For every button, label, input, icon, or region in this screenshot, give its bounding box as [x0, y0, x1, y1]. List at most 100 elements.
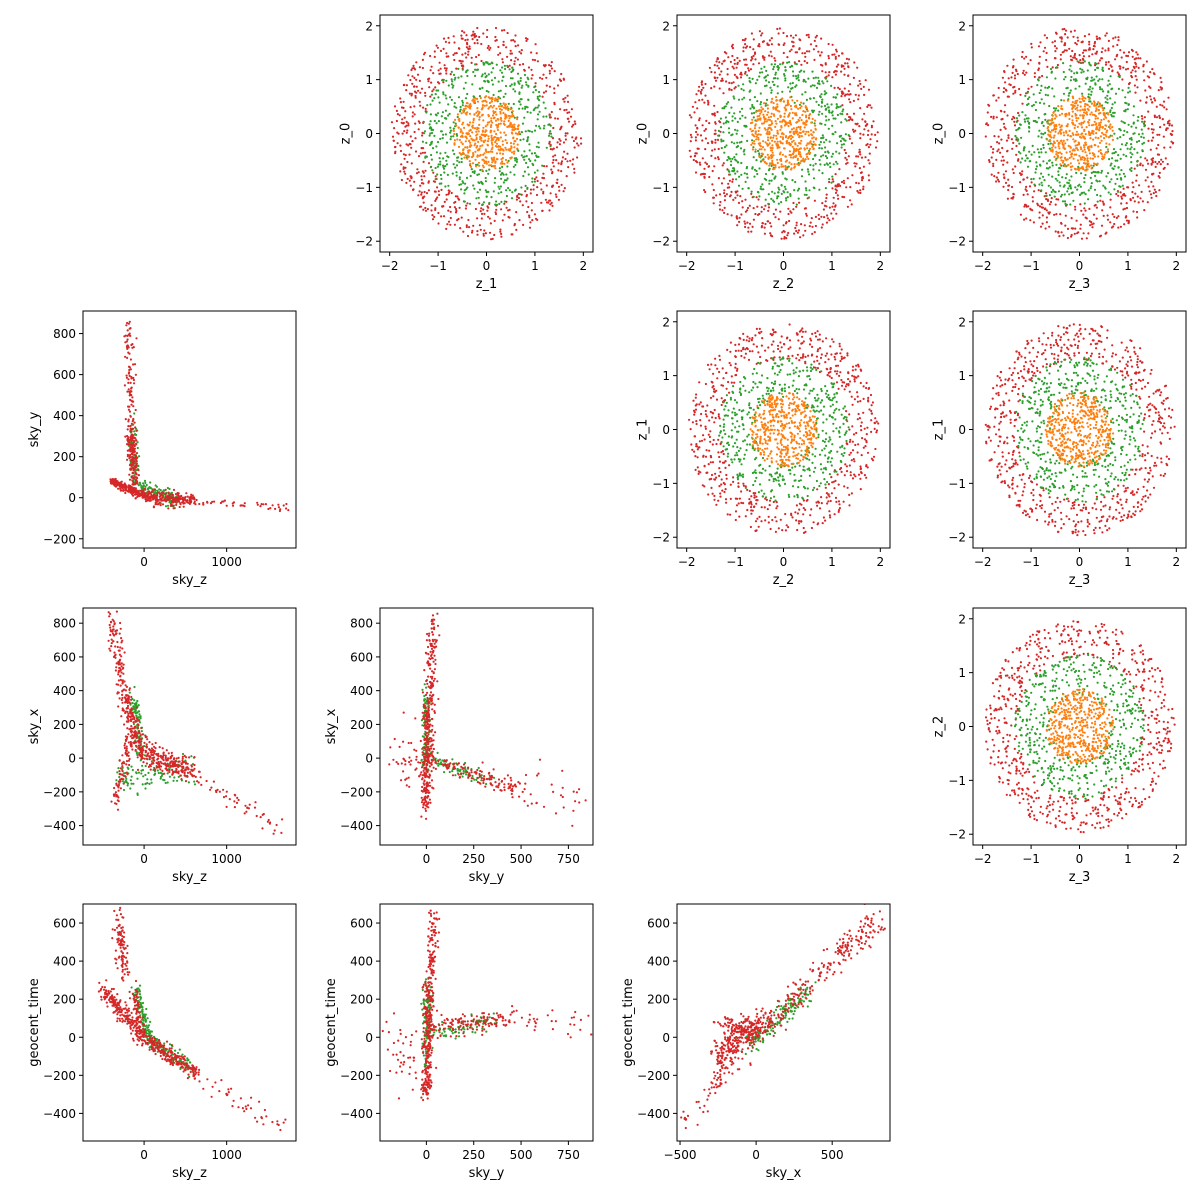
point-red [696, 147, 699, 150]
point-orange [477, 140, 480, 143]
point-green [442, 157, 445, 160]
point-red [465, 34, 468, 37]
point-red [1159, 86, 1162, 89]
point-green [809, 85, 813, 88]
point-red [501, 61, 504, 64]
point-orange [784, 120, 787, 123]
point-green [524, 107, 527, 110]
point-green [754, 82, 758, 85]
point-red [411, 140, 414, 143]
point-red [834, 191, 838, 194]
point-red [1111, 213, 1114, 216]
point-green [774, 71, 778, 74]
point-orange [499, 136, 502, 139]
point-orange [766, 113, 769, 116]
point-green [772, 68, 775, 71]
point-orange [468, 139, 471, 143]
point-red [1011, 147, 1014, 150]
point-green [449, 126, 452, 129]
point-orange [777, 144, 780, 147]
point-green [818, 82, 821, 86]
point-green [544, 107, 547, 110]
point-red [1118, 65, 1121, 68]
point-green [485, 61, 488, 64]
point-green [735, 153, 738, 156]
point-red [744, 43, 747, 46]
point-green [1132, 132, 1135, 135]
point-green [719, 117, 723, 120]
point-orange [516, 143, 519, 146]
point-orange [1094, 114, 1097, 117]
point-green [777, 68, 780, 71]
point-orange [494, 119, 498, 122]
point-red [450, 191, 453, 195]
point-orange [505, 116, 508, 119]
point-red [711, 183, 714, 186]
point-red [408, 179, 411, 182]
point-green [1112, 148, 1116, 151]
point-green [452, 73, 456, 76]
point-green [533, 129, 537, 132]
point-orange [804, 106, 807, 109]
point-red [827, 42, 830, 46]
point-red [820, 215, 823, 218]
point-red [1045, 36, 1049, 40]
point-red [1099, 199, 1102, 202]
point-green [502, 181, 505, 184]
point-orange [466, 146, 469, 149]
point-red [760, 206, 763, 209]
point-orange [1059, 156, 1062, 159]
point-green [1044, 93, 1047, 96]
point-orange [797, 107, 800, 110]
point-red [1039, 225, 1043, 228]
point-red [535, 52, 538, 55]
point-green [752, 116, 755, 119]
point-red [837, 54, 841, 57]
point-red [432, 72, 435, 75]
point-red [1095, 50, 1099, 53]
point-orange [767, 118, 770, 121]
point-red [486, 209, 489, 212]
point-red [804, 55, 807, 58]
point-green [1102, 69, 1105, 72]
point-orange [476, 100, 479, 103]
point-red [421, 196, 424, 199]
point-green [1063, 78, 1066, 81]
point-red [417, 155, 421, 158]
point-orange [466, 105, 469, 108]
point-red [430, 81, 433, 84]
point-green [784, 66, 787, 69]
point-green [770, 197, 773, 200]
point-red [748, 204, 751, 207]
point-orange [462, 148, 465, 151]
point-orange [484, 129, 487, 132]
point-red [1107, 47, 1110, 50]
point-orange [768, 142, 771, 145]
point-orange [767, 157, 770, 160]
point-orange [471, 162, 475, 165]
point-green [506, 165, 509, 168]
point-red [460, 37, 463, 40]
point-green [499, 185, 502, 188]
point-red [548, 69, 551, 72]
point-red [445, 52, 448, 55]
point-red [824, 71, 827, 74]
point-red [430, 209, 433, 212]
point-orange [1071, 101, 1074, 104]
point-red [698, 119, 701, 122]
point-green [759, 101, 763, 104]
point-green [756, 100, 759, 103]
point-orange [498, 149, 501, 152]
point-orange [1058, 142, 1061, 145]
point-red [848, 115, 851, 119]
point-green [812, 77, 815, 80]
point-green [428, 123, 431, 126]
point-green [511, 77, 514, 80]
point-green [537, 146, 540, 149]
point-green [523, 73, 527, 77]
point-red [841, 52, 844, 55]
point-red [1136, 195, 1139, 198]
point-green [1125, 155, 1128, 158]
point-orange [470, 137, 473, 140]
point-red [857, 84, 860, 87]
